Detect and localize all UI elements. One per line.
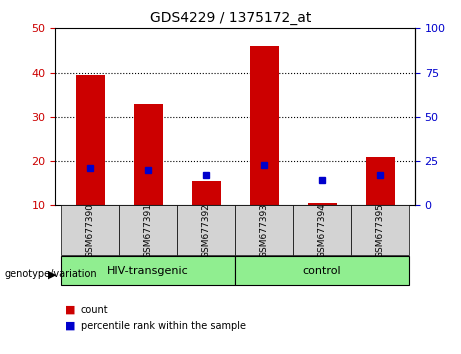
Text: ■: ■	[65, 305, 75, 315]
FancyBboxPatch shape	[351, 205, 409, 255]
FancyBboxPatch shape	[61, 205, 119, 255]
Text: GSM677395: GSM677395	[376, 202, 384, 258]
Text: percentile rank within the sample: percentile rank within the sample	[81, 321, 246, 331]
Text: control: control	[303, 266, 342, 276]
FancyBboxPatch shape	[235, 256, 409, 285]
FancyBboxPatch shape	[235, 205, 293, 255]
Text: GDS4229 / 1375172_at: GDS4229 / 1375172_at	[150, 11, 311, 25]
Bar	[192, 181, 221, 205]
Text: GSM677391: GSM677391	[144, 202, 153, 258]
Text: HIV-transgenic: HIV-transgenic	[107, 266, 189, 276]
FancyBboxPatch shape	[119, 205, 177, 255]
FancyBboxPatch shape	[293, 205, 351, 255]
Text: GSM677390: GSM677390	[86, 202, 95, 258]
Text: GSM677393: GSM677393	[260, 202, 269, 258]
Text: count: count	[81, 305, 108, 315]
Text: GSM677394: GSM677394	[318, 202, 326, 258]
Bar	[134, 104, 163, 205]
Bar	[307, 203, 337, 205]
Bar	[366, 156, 395, 205]
FancyBboxPatch shape	[61, 256, 235, 285]
Bar	[76, 75, 105, 205]
Text: genotype/variation: genotype/variation	[5, 269, 97, 279]
FancyBboxPatch shape	[177, 205, 235, 255]
Bar	[249, 46, 278, 205]
Text: GSM677392: GSM677392	[201, 202, 211, 258]
Text: ▶: ▶	[48, 269, 57, 279]
Text: ■: ■	[65, 321, 75, 331]
